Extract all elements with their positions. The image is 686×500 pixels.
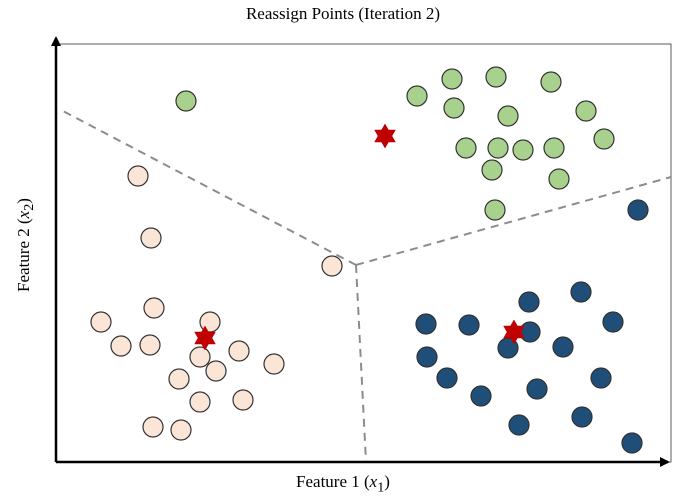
- data-point: [443, 97, 465, 119]
- data-point: [142, 416, 164, 438]
- data-point: [455, 137, 477, 159]
- x-axis-label: Feature 1 (x1): [0, 472, 686, 496]
- data-point: [552, 336, 574, 358]
- chart-title: Reassign Points (Iteration 2): [245, 4, 441, 23]
- x-label-suffix: ): [384, 472, 390, 491]
- data-point: [508, 414, 530, 436]
- x-label-var: x: [369, 472, 378, 491]
- data-point: [570, 281, 592, 303]
- data-point: [512, 139, 534, 161]
- x-label-sub: 1: [377, 479, 385, 496]
- data-point: [228, 340, 250, 362]
- data-point: [127, 165, 149, 187]
- y-label-prefix: Feature 2 (: [13, 218, 33, 292]
- data-point: [232, 389, 254, 411]
- centroid-star-triangle: [503, 325, 525, 345]
- data-point: [175, 90, 197, 112]
- centroid-star: [194, 325, 216, 351]
- y-label-sub: 2: [21, 203, 38, 211]
- data-point: [441, 68, 463, 90]
- y-label-var: x: [13, 210, 33, 219]
- data-point: [485, 66, 507, 88]
- decision-boundaries: [60, 109, 672, 463]
- data-point: [497, 105, 519, 127]
- data-point: [470, 385, 492, 407]
- scatter-plot: [51, 36, 672, 467]
- centroid-star-triangle: [194, 331, 216, 351]
- boundary-line: [60, 109, 357, 266]
- data-point: [543, 137, 565, 159]
- data-point: [205, 360, 227, 382]
- data-point: [526, 378, 548, 400]
- data-point: [481, 159, 503, 181]
- data-point: [518, 291, 540, 313]
- boundary-line: [355, 264, 367, 463]
- data-point: [189, 391, 211, 413]
- data-point: [406, 85, 428, 107]
- data-point: [170, 419, 192, 441]
- data-point: [571, 406, 593, 428]
- data-point: [575, 100, 597, 122]
- data-point: [416, 346, 438, 368]
- y-axis-label: Feature 2 (x2): [14, 198, 38, 292]
- data-point: [484, 199, 506, 221]
- data-point: [548, 168, 570, 190]
- data-point: [140, 227, 162, 249]
- centroid-star: [374, 123, 396, 149]
- data-point: [590, 367, 612, 389]
- data-point: [90, 311, 112, 333]
- centroid-star: [503, 319, 525, 345]
- data-point: [458, 314, 480, 336]
- data-point: [110, 335, 132, 357]
- centroids: [194, 123, 525, 351]
- data-point: [436, 367, 458, 389]
- data-point: [621, 432, 643, 454]
- data-point: [189, 346, 211, 368]
- data-points: [90, 66, 649, 454]
- y-label-suffix: ): [13, 198, 33, 204]
- data-point: [321, 255, 343, 277]
- data-point: [139, 334, 161, 356]
- data-point: [540, 71, 562, 93]
- data-point: [627, 199, 649, 221]
- x-label-prefix: Feature 1 (: [296, 472, 370, 491]
- data-point: [519, 321, 541, 343]
- boundary-line: [355, 176, 672, 266]
- centroid-star-triangle: [374, 129, 396, 149]
- data-point: [263, 353, 285, 375]
- data-point: [593, 128, 615, 150]
- data-point: [415, 313, 437, 335]
- data-point: [168, 368, 190, 390]
- data-point: [143, 297, 165, 319]
- data-point: [602, 311, 624, 333]
- data-point: [487, 137, 509, 159]
